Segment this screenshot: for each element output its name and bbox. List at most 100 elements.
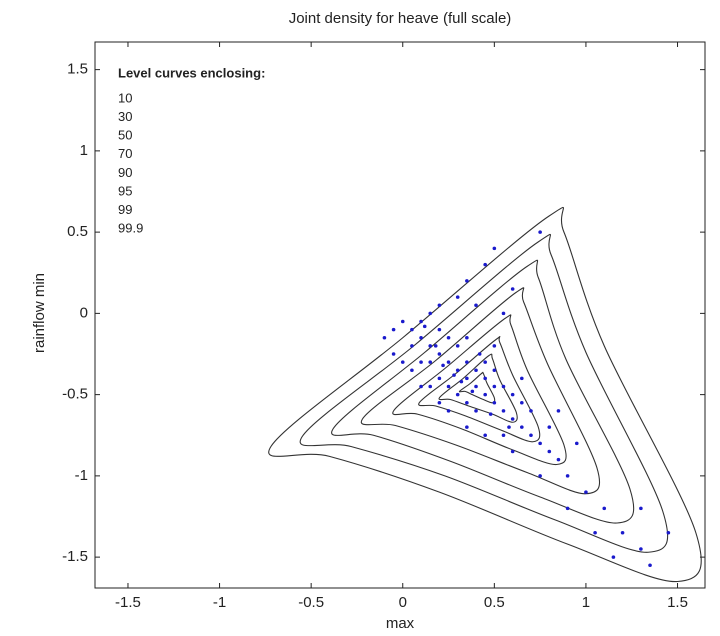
scatter-point bbox=[565, 474, 570, 478]
scatter-point bbox=[419, 360, 423, 364]
scatter-point bbox=[611, 555, 616, 559]
scatter-point bbox=[419, 335, 423, 340]
scatter-point bbox=[602, 506, 607, 511]
legend-level: 70 bbox=[118, 146, 132, 161]
scatter-point bbox=[437, 352, 442, 356]
scatter-point bbox=[391, 327, 396, 332]
legend-level: 50 bbox=[118, 128, 132, 143]
scatter-point bbox=[410, 327, 414, 332]
scatter-point bbox=[433, 344, 438, 348]
scatter-point bbox=[474, 384, 478, 389]
scatter-point bbox=[520, 400, 524, 405]
x-tick-label: 0 bbox=[399, 594, 407, 611]
scatter-point bbox=[492, 368, 497, 373]
legend-level: 99 bbox=[118, 202, 132, 217]
scatter-point bbox=[465, 360, 469, 364]
scatter-point bbox=[492, 384, 497, 389]
scatter-point bbox=[428, 384, 433, 389]
scatter-point bbox=[410, 344, 414, 348]
scatter-point bbox=[492, 246, 497, 251]
legend-level: 10 bbox=[118, 90, 132, 105]
scatter-point bbox=[455, 344, 460, 348]
scatter-point bbox=[538, 474, 542, 478]
scatter-point bbox=[483, 262, 487, 267]
scatter-point bbox=[501, 409, 506, 413]
scatter-point bbox=[501, 433, 506, 438]
x-axis-label: max bbox=[386, 615, 415, 632]
scatter-point bbox=[648, 563, 652, 568]
scatter-point bbox=[520, 425, 524, 429]
x-tick-label: 1.5 bbox=[667, 594, 688, 611]
scatter-point bbox=[455, 368, 460, 373]
scatter-point bbox=[556, 457, 561, 462]
contour-line bbox=[299, 233, 669, 553]
scatter-point bbox=[510, 449, 515, 454]
scatter-point bbox=[639, 506, 643, 511]
scatter-point bbox=[470, 389, 475, 394]
contour-line bbox=[418, 336, 541, 443]
x-tick-label: 1 bbox=[582, 594, 590, 611]
scatter-point bbox=[501, 384, 506, 389]
legend-level: 99.9 bbox=[118, 221, 143, 236]
scatter-point bbox=[428, 311, 433, 316]
scatter-point bbox=[474, 368, 478, 373]
scatter-point bbox=[446, 335, 451, 340]
scatter-point bbox=[465, 279, 469, 283]
scatter-point bbox=[428, 344, 433, 348]
scatter-point bbox=[483, 360, 487, 364]
scatter-point bbox=[400, 360, 405, 364]
scatter-point bbox=[465, 376, 469, 381]
contour-line bbox=[392, 314, 567, 466]
y-tick-label: 1 bbox=[80, 142, 88, 159]
scatter-point bbox=[446, 360, 451, 364]
scatter-point bbox=[593, 530, 597, 535]
scatter-point bbox=[529, 409, 533, 413]
legend-title: Level curves enclosing: bbox=[118, 65, 265, 80]
scatter-point bbox=[437, 303, 442, 308]
legend-level: 30 bbox=[118, 109, 132, 124]
scatter-point bbox=[400, 319, 405, 324]
contour-line bbox=[331, 259, 635, 524]
scatter-point bbox=[501, 311, 506, 316]
plot-frame bbox=[94, 41, 706, 589]
scatter-point bbox=[477, 352, 482, 356]
chart-title: Joint density for heave (full scale) bbox=[289, 10, 512, 27]
contour-line bbox=[360, 287, 601, 495]
y-tick-label: 1.5 bbox=[67, 61, 88, 78]
scatter-point bbox=[465, 335, 469, 340]
scatter-point bbox=[483, 376, 487, 381]
y-tick-label: -1 bbox=[75, 467, 88, 484]
scatter-point bbox=[510, 287, 515, 291]
scatter-point bbox=[455, 392, 460, 397]
y-tick-label: 0 bbox=[80, 304, 88, 321]
scatter-point bbox=[474, 409, 478, 413]
scatter-point bbox=[382, 335, 387, 340]
scatter-point bbox=[474, 303, 478, 308]
y-tick-label: 0.5 bbox=[67, 223, 88, 240]
x-tick-label: 0.5 bbox=[484, 594, 505, 611]
legend-level: 95 bbox=[118, 183, 132, 198]
scatter-point bbox=[446, 409, 451, 413]
scatter-point bbox=[510, 392, 515, 397]
x-tick-label: -0.5 bbox=[298, 594, 324, 611]
scatter-point bbox=[437, 327, 442, 332]
scatter-point bbox=[488, 412, 493, 416]
scatter-point bbox=[620, 530, 625, 535]
x-tick-label: -1.5 bbox=[115, 594, 141, 611]
scatter-point bbox=[452, 373, 456, 377]
contour-line bbox=[438, 353, 518, 423]
scatter-point bbox=[520, 376, 524, 381]
scatter-point bbox=[437, 400, 442, 405]
scatter-point bbox=[419, 384, 423, 389]
scatter-point bbox=[446, 384, 451, 389]
x-tick-label: -1 bbox=[213, 594, 226, 611]
scatter-point bbox=[556, 409, 561, 413]
contour-line bbox=[458, 371, 496, 404]
scatter-point bbox=[492, 400, 497, 405]
y-axis-label: rainflow min bbox=[31, 273, 48, 353]
scatter-point bbox=[419, 319, 423, 324]
scatter-point bbox=[455, 295, 460, 299]
scatter-point bbox=[483, 433, 487, 438]
scatter-point bbox=[538, 441, 542, 446]
